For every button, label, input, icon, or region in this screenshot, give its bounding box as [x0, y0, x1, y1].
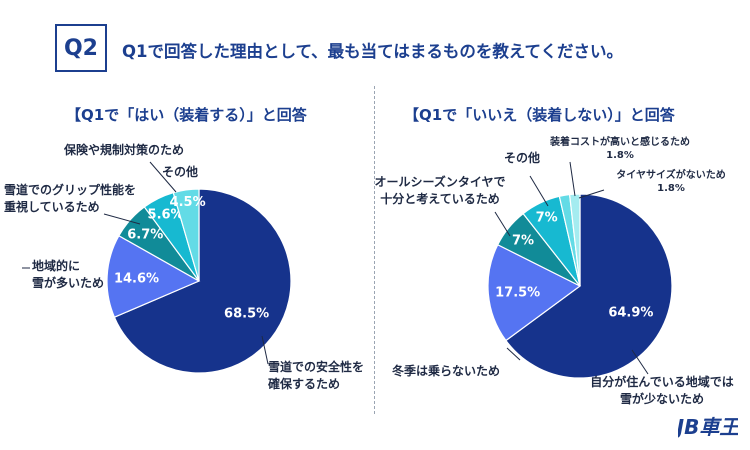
pie-1-value-label-0: 64.9% — [608, 306, 653, 321]
pie-1-category-label-5: タイヤサイズがないため 1.8% — [616, 168, 725, 194]
pie-1-category-label-2: オールシーズンタイヤで十分と考えているため — [374, 174, 505, 206]
pie-chart-yes: 68.5% 14.6% 6.7% 5.6%4.5% 雪道での安全性を確保するため 地域的に… — [4, 142, 364, 391]
pie-0-category-label-4: その他 — [162, 164, 198, 179]
pie-0-slice-0 — [113, 188, 292, 374]
pie-0-value-label-0: 68.5% — [224, 306, 269, 321]
pie-1-leader-0 — [631, 349, 649, 375]
pie-1-category-label-1: 冬季は乗らないため — [392, 363, 500, 378]
pie-1-category-label-3: その他 — [504, 150, 540, 165]
pie-1-leader-5 — [578, 189, 605, 199]
pie-1-leader-4 — [569, 161, 576, 197]
pie-0-category-label-1: 地域的に雪が多いため — [32, 258, 104, 290]
pie-0-category-label-3: 保険や規制対策のため — [63, 142, 184, 157]
pie-0-value-label-3: 5.6% — [148, 207, 184, 222]
pie-0-leader-2 — [103, 213, 141, 225]
question-badge: Q2 — [55, 24, 107, 72]
chart-title-yes: 【Q1で「はい（装着する）」と回答 — [66, 106, 307, 124]
pie-0-slice-1 — [106, 234, 201, 318]
pie-1-leader-3 — [529, 175, 549, 207]
pie-1-value-label-2: 7% — [512, 233, 534, 248]
pie-0-value-label-2: 6.7% — [127, 227, 163, 242]
pie-0-leader-0 — [261, 335, 269, 365]
pie-1-slice-1 — [487, 243, 582, 342]
question-text: Q1で回答した理由として、最も当てはまるものを教えてください。 — [122, 42, 624, 61]
company-logo-text: JB車王 — [678, 415, 738, 439]
pie-chart-no: 64.9% 17.5% 7%7% 自分が住んでいる地域では雪が少ないため 冬季は乗らない… — [374, 135, 733, 406]
pie-1-value-label-3: 7% — [536, 210, 558, 225]
pie-1-category-label-0: 自分が住んでいる地域では雪が少ないため — [590, 374, 733, 406]
pie-0-value-label-4: 4.5% — [170, 195, 206, 210]
pie-0-category-label-0: 雪道での安全性を確保するため — [268, 359, 364, 391]
pie-1-value-label-1: 17.5% — [495, 285, 540, 300]
pie-1-slice-0 — [505, 193, 673, 379]
company-logo: JB車王 — [678, 415, 738, 439]
pie-0-category-label-2: 雪道でのグリップ性能を重視しているため — [4, 182, 136, 214]
pie-1-leader-2 — [494, 211, 511, 237]
chart-title-no: 【Q1で「いいえ（装着しない）」と回答 — [404, 106, 675, 124]
pie-0-slice-4 — [172, 188, 200, 282]
pie-1-category-label-4: 装着コストが高いと感じるため 1.8% — [549, 135, 690, 161]
pie-0-value-label-1: 14.6% — [114, 272, 159, 287]
pie-1-leader-1 — [506, 347, 521, 361]
chart-divider — [374, 86, 375, 414]
pie-0-leader-3 — [149, 161, 177, 193]
